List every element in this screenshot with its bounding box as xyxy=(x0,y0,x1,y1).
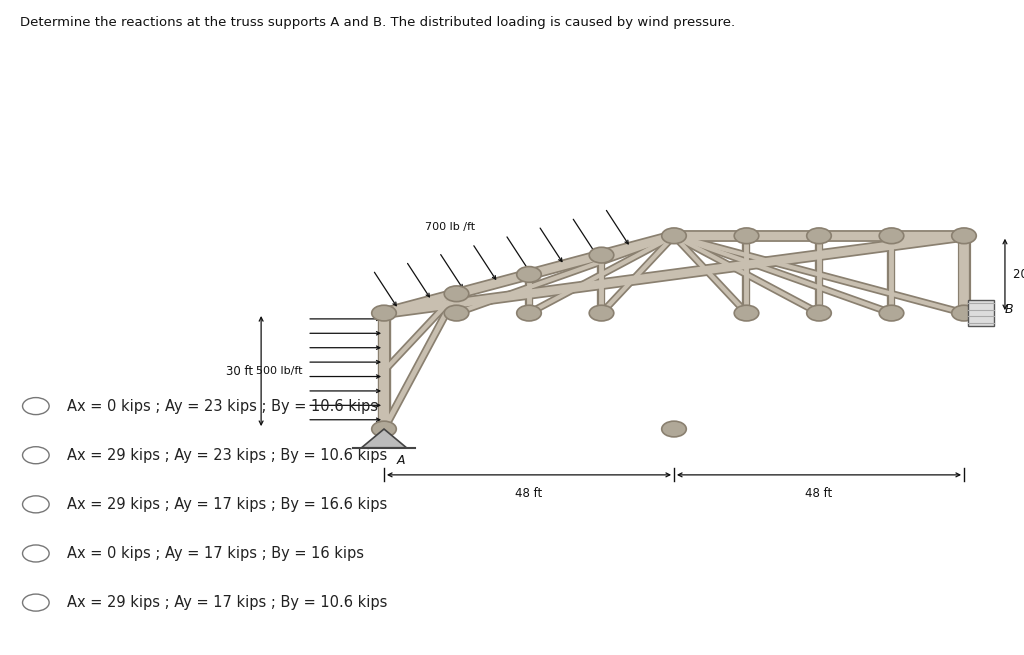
Text: 48 ft: 48 ft xyxy=(805,487,833,500)
Polygon shape xyxy=(361,429,407,448)
Circle shape xyxy=(444,305,469,321)
Circle shape xyxy=(517,305,542,321)
Circle shape xyxy=(807,228,831,244)
Circle shape xyxy=(589,305,613,321)
Text: B: B xyxy=(1005,303,1014,316)
Text: Determine the reactions at the truss supports A and B. The distributed loading i: Determine the reactions at the truss sup… xyxy=(20,16,735,29)
Circle shape xyxy=(517,267,542,282)
Circle shape xyxy=(372,305,396,321)
Text: 48 ft: 48 ft xyxy=(515,487,543,500)
Text: Ax = 29 kips ; Ay = 17 kips ; By = 10.6 kips: Ax = 29 kips ; Ay = 17 kips ; By = 10.6 … xyxy=(67,595,387,610)
Circle shape xyxy=(880,228,904,244)
Circle shape xyxy=(662,421,686,437)
Text: 20 ft: 20 ft xyxy=(1013,268,1024,281)
Circle shape xyxy=(23,398,49,415)
Circle shape xyxy=(23,545,49,562)
Text: Ax = 0 kips ; Ay = 23 kips ; By = 10.6 kips: Ax = 0 kips ; Ay = 23 kips ; By = 10.6 k… xyxy=(67,399,378,413)
Text: A: A xyxy=(396,454,404,467)
Circle shape xyxy=(23,496,49,513)
Text: 30 ft: 30 ft xyxy=(226,365,253,377)
Circle shape xyxy=(807,305,831,321)
Circle shape xyxy=(662,228,686,244)
Circle shape xyxy=(23,594,49,611)
Text: 500 lb/ft: 500 lb/ft xyxy=(256,366,302,376)
Text: Ax = 29 kips ; Ay = 23 kips ; By = 10.6 kips: Ax = 29 kips ; Ay = 23 kips ; By = 10.6 … xyxy=(67,448,387,462)
Circle shape xyxy=(951,305,976,321)
Circle shape xyxy=(372,421,396,437)
Circle shape xyxy=(951,228,976,244)
Circle shape xyxy=(444,286,469,301)
Circle shape xyxy=(880,305,904,321)
Text: 700 lb /ft: 700 lb /ft xyxy=(425,221,475,232)
Text: Ax = 0 kips ; Ay = 17 kips ; By = 16 kips: Ax = 0 kips ; Ay = 17 kips ; By = 16 kip… xyxy=(67,546,364,561)
Circle shape xyxy=(734,305,759,321)
Circle shape xyxy=(23,447,49,464)
Circle shape xyxy=(589,247,613,263)
Text: Ax = 29 kips ; Ay = 17 kips ; By = 16.6 kips: Ax = 29 kips ; Ay = 17 kips ; By = 16.6 … xyxy=(67,497,387,512)
Bar xyxy=(968,300,993,326)
Circle shape xyxy=(734,228,759,244)
